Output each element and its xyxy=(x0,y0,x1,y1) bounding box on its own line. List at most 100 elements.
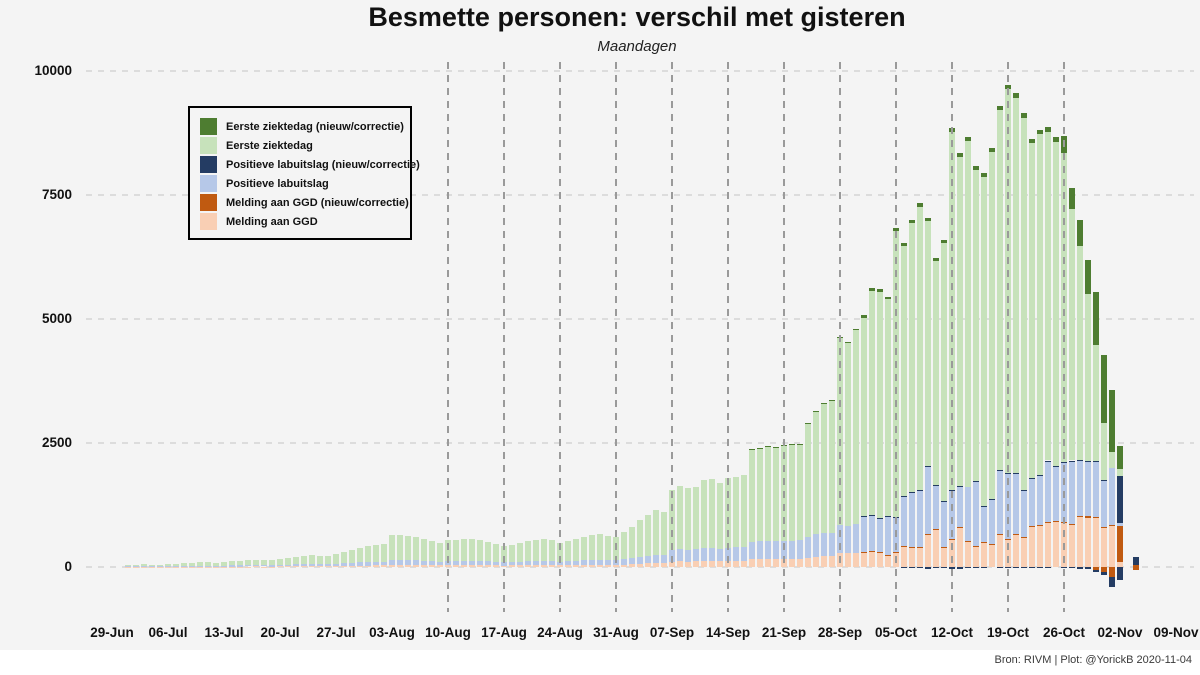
bar-segment-ez xyxy=(301,556,307,565)
bar-segment-ez xyxy=(197,562,203,566)
bar-segment-ez xyxy=(973,169,979,481)
bar-segment-ggd xyxy=(493,565,499,567)
bar-segment-ggd xyxy=(861,552,867,567)
bar-segment-ez_n xyxy=(877,289,883,292)
bar-segment-lab xyxy=(349,562,355,566)
bar-segment-lab xyxy=(877,518,883,553)
bar-segment-lab_n xyxy=(1045,460,1051,462)
bar-segment-ggd xyxy=(373,565,379,567)
bar-segment-ez xyxy=(1109,451,1115,468)
bar-segment-ez xyxy=(597,534,603,560)
bar-segment-ggd xyxy=(1117,562,1123,567)
bar-segment-ez xyxy=(853,330,859,524)
bar-segment-ggd xyxy=(805,557,811,567)
hgridline-0 xyxy=(86,566,1194,568)
bar-segment-ez xyxy=(285,558,291,565)
bar-segment-ggd_n xyxy=(1037,524,1043,527)
bar-segment-ez xyxy=(213,562,219,566)
bar-segment-ez xyxy=(549,540,555,561)
bar-segment-ez xyxy=(957,156,963,486)
bar-segment-lab_n xyxy=(917,489,923,491)
bar-segment-lab xyxy=(317,564,323,567)
bar-segment-ggd xyxy=(133,566,139,568)
bar-segment-ggd_n xyxy=(861,551,867,553)
bar-segment-ggd xyxy=(997,535,1003,567)
bar-segment-ez xyxy=(525,541,531,562)
bar-segment-ggd xyxy=(461,565,467,567)
bar-segment-lab xyxy=(461,560,467,566)
bar-segment-ggd_n xyxy=(965,541,971,543)
bar-segment-lab xyxy=(565,561,571,566)
bar-segment-ez_n xyxy=(1109,389,1115,452)
bar-segment-lab xyxy=(157,566,163,568)
bar-segment-ez_n xyxy=(1069,188,1075,209)
bar-segment-lab xyxy=(1045,460,1051,522)
legend-label: Eerste ziektedag xyxy=(226,139,313,152)
bar-segment-ez xyxy=(229,561,235,566)
bar-segment-lab_n xyxy=(1021,489,1027,491)
bar-segment-lab_n xyxy=(925,465,931,467)
bar-segment-ggd xyxy=(757,558,763,567)
bar-segment-neg-ggd_n xyxy=(1133,567,1139,570)
bar-segment-lab xyxy=(701,548,707,562)
x-tick-label-12-Oct: 12-Oct xyxy=(930,625,974,640)
bar-segment-ggd xyxy=(349,565,355,567)
bar-segment-ggd xyxy=(909,547,915,567)
bar-segment-ez xyxy=(677,485,683,550)
bar-segment-lab xyxy=(365,562,371,566)
bar-segment-ez xyxy=(637,519,643,557)
bar-segment-ggd xyxy=(541,565,547,567)
bar-segment-neg-lab_n xyxy=(1037,567,1043,569)
bar-segment-ez xyxy=(885,299,891,517)
bar-segment-ez xyxy=(1029,143,1035,479)
bar-segment-lab xyxy=(437,561,443,566)
bar-segment-lab xyxy=(869,515,875,552)
bar-segment-ggd xyxy=(517,565,523,567)
bar-segment-ez xyxy=(157,564,163,567)
bar-segment-lab xyxy=(549,560,555,566)
bar-segment-lab xyxy=(125,566,131,568)
bar-segment-ez xyxy=(845,343,851,527)
bar-segment-lab_n xyxy=(981,505,987,507)
bar-segment-ggd_n xyxy=(1085,516,1091,518)
bar-segment-ggd xyxy=(477,565,483,567)
bar-segment-lab xyxy=(581,560,587,565)
bar-segment-ggd xyxy=(685,561,691,567)
bar-segment-ez_n xyxy=(749,448,755,450)
bar-segment-ez xyxy=(253,559,259,566)
bar-segment-ez_n xyxy=(1085,259,1091,294)
bar-segment-ez xyxy=(237,560,243,566)
bar-segment-ggd xyxy=(589,564,595,567)
bar-segment-ez xyxy=(349,550,355,563)
bar-segment-ez xyxy=(741,475,747,547)
x-tick-label-27-Jul: 27-Jul xyxy=(316,625,356,640)
bar-segment-lab_n xyxy=(877,517,883,519)
bar-segment-lab xyxy=(229,565,235,567)
bar-segment-lab_n xyxy=(1069,460,1075,462)
bar-segment-lab xyxy=(1109,467,1115,526)
x-tick-label-26-Oct: 26-Oct xyxy=(1042,625,1086,640)
bar-segment-ggd xyxy=(469,565,475,567)
bar-segment-ggd xyxy=(877,552,883,567)
bar-segment-ggd_n xyxy=(1101,527,1107,528)
bar-segment-ggd xyxy=(973,547,979,567)
y-tick-label-10000: 10000 xyxy=(34,63,72,78)
bar-segment-ez_n xyxy=(973,166,979,170)
bar-segment-lab xyxy=(1117,523,1123,527)
bar-segment-ez xyxy=(341,552,347,564)
bar-segment-lab xyxy=(645,555,651,564)
source-caption: Bron: RIVM | Plot: @YorickB 2020-11-04 xyxy=(994,654,1192,666)
legend-item-positieve-labuitslag: Positieve labuitslag xyxy=(200,174,402,193)
bar-segment-ggd_n xyxy=(909,546,915,548)
bar-segment-ez_n xyxy=(757,447,763,449)
bar-segment-lab_n xyxy=(989,499,995,500)
bar-segment-ggd xyxy=(845,553,851,567)
bar-segment-ggd_n xyxy=(973,546,979,548)
bar-segment-lab xyxy=(997,470,1003,534)
bar-segment-lab xyxy=(661,555,667,564)
bar-segment-ggd xyxy=(165,566,171,568)
bar-segment-ggd_n xyxy=(957,526,963,528)
bar-segment-neg-lab_n xyxy=(1021,567,1027,569)
bar-segment-ez xyxy=(261,559,267,566)
vline-31-Aug xyxy=(615,62,617,612)
